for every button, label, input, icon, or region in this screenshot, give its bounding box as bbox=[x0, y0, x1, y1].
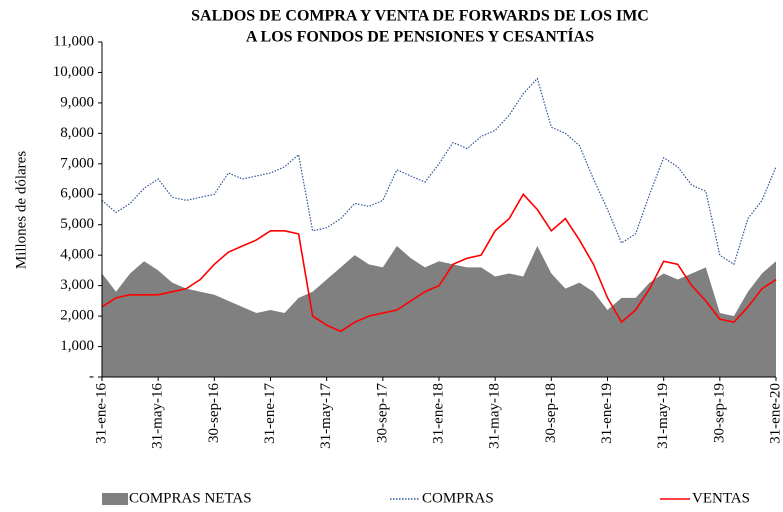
x-tick-label: 30-sep-19 bbox=[711, 383, 727, 443]
line bbox=[101, 77, 777, 266]
x-tick-label: 31-ene-16 bbox=[93, 383, 109, 444]
y-tick-label: 7,000 bbox=[60, 155, 94, 171]
y-tick-label: 11,000 bbox=[53, 33, 94, 49]
y-tick-label: 8,000 bbox=[60, 125, 94, 141]
x-tick-label: 30-sep-17 bbox=[374, 383, 390, 443]
x-tick-label: 31-ene-17 bbox=[262, 383, 278, 444]
x-tick-label: 31-ene-18 bbox=[430, 383, 446, 444]
y-tick-label: 2,000 bbox=[60, 308, 94, 324]
y-tick-label: 10,000 bbox=[53, 64, 94, 80]
line bbox=[101, 192, 777, 333]
y-axis-label: Millones de dólares bbox=[13, 151, 29, 269]
legend-label: VENTAS bbox=[692, 490, 750, 506]
x-tick-label: 30-sep-18 bbox=[543, 383, 559, 443]
legend-label: COMPRAS NETAS bbox=[129, 490, 252, 506]
chart-title: A LOS FONDOS DE PENSIONES Y CESANTÍAS bbox=[246, 27, 594, 46]
x-tick-label: 31-may-16 bbox=[150, 383, 166, 449]
y-tick-label: 4,000 bbox=[60, 247, 94, 263]
x-tick-label: 31-may-19 bbox=[655, 383, 671, 449]
x-tick-label: 31-may-17 bbox=[318, 383, 334, 449]
legend-marker bbox=[102, 493, 128, 505]
x-tick-label: 30-sep-16 bbox=[206, 383, 222, 443]
y-tick-label: 5,000 bbox=[60, 216, 94, 232]
x-tick-label: 31-ene-19 bbox=[599, 383, 615, 444]
y-tick-label: 6,000 bbox=[60, 186, 94, 202]
x-tick-label: 31-ene-20 bbox=[767, 383, 783, 444]
y-tick-label: 1,000 bbox=[60, 338, 94, 354]
y-tick-label: 9,000 bbox=[60, 94, 94, 110]
x-tick-label: 31-may-18 bbox=[487, 383, 503, 449]
y-tick-label: 3,000 bbox=[60, 277, 94, 293]
legend-label: COMPRAS bbox=[422, 490, 494, 506]
chart-title: SALDOS DE COMPRA Y VENTA DE FORWARDS DE … bbox=[191, 8, 649, 25]
y-tick-label: - bbox=[89, 368, 94, 384]
area bbox=[102, 246, 776, 377]
